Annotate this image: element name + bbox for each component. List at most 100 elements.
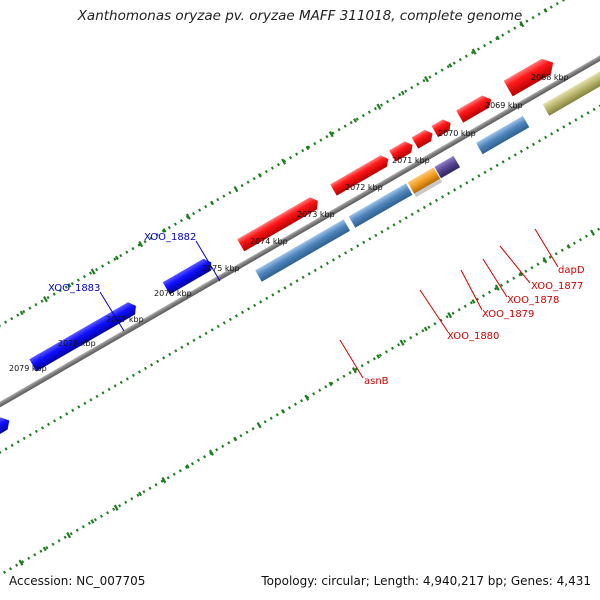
gene-arrow-asnb[interactable] xyxy=(237,195,321,252)
tick-label-2070: 2070 kbp xyxy=(438,129,476,138)
feature-grey-1879[interactable] xyxy=(414,178,443,198)
bottom-tick-mark xyxy=(256,422,262,429)
bottom-tick-mark xyxy=(161,477,167,484)
page-title: Xanthomonas oryzae pv. oryzae MAFF 31101… xyxy=(77,8,523,24)
bottom-tick-mark xyxy=(519,271,524,277)
tick-label-2072: 2072 kbp xyxy=(345,183,383,192)
genome-backbone xyxy=(0,36,600,461)
bottom-tick-mark xyxy=(209,449,214,456)
outer-tick-mark xyxy=(210,200,215,206)
gene-arrow-xoo-1873[interactable] xyxy=(456,93,494,123)
leader-xoo-1879 xyxy=(460,269,483,311)
bottom-tick-mark xyxy=(42,546,47,552)
leader-xoo-1883 xyxy=(99,291,125,332)
outer-tick-mark xyxy=(400,90,405,96)
outer-tick-mark xyxy=(328,131,334,138)
gene-leader-lines xyxy=(99,228,559,379)
leader-xoo-1878 xyxy=(482,258,508,298)
bottom-tick-mark xyxy=(233,436,238,442)
outer-tick-mark xyxy=(19,310,24,316)
gene-arrow-xoo-1880[interactable] xyxy=(330,153,391,196)
bottom-tick-mark xyxy=(90,519,95,524)
outer-tick-mark xyxy=(305,145,310,151)
outer-tick-mark xyxy=(257,173,262,178)
gene-label-xoo-1880[interactable]: XOO_1880 xyxy=(447,331,499,342)
gene-label-xoo-1878[interactable]: XOO_1878 xyxy=(507,295,559,306)
outer-tick-mark xyxy=(114,255,119,261)
outer-tick-marks xyxy=(0,8,548,330)
outer-tick-mark xyxy=(519,21,525,28)
bottom-tick-mark xyxy=(542,257,548,264)
footer-accession: Accession: NC_007705 xyxy=(9,574,146,588)
outer-tick-mark xyxy=(471,48,477,55)
gene-label-xoo-1883[interactable]: XOO_1883 xyxy=(48,283,100,294)
outer-tick-mark xyxy=(185,213,191,220)
outer-tick-mark xyxy=(376,103,382,110)
outer-tick-mark xyxy=(138,241,144,248)
bottom-tick-mark xyxy=(447,312,453,319)
tick-label-2077: 2077 kbp xyxy=(106,315,144,324)
bottom-tick-mark xyxy=(423,326,428,332)
bottom-tick-mark xyxy=(590,229,596,236)
leader-xoo-1882 xyxy=(195,240,221,282)
reverse-strand-track xyxy=(0,59,600,481)
feature-steel-asnb[interactable] xyxy=(255,219,351,282)
bottom-dotted-ring xyxy=(0,175,600,578)
footer-genome-stats: Topology: circular; Length: 4,940,217 bp… xyxy=(261,574,591,588)
tick-label-2076: 2076 kbp xyxy=(154,289,192,298)
tick-label-2079: 2079 kbp xyxy=(9,364,47,373)
outer-tick-mark xyxy=(67,283,72,288)
gene-arrow-xoo-1878[interactable] xyxy=(389,139,415,162)
outer-tick-mark xyxy=(353,118,358,123)
bottom-tick-mark xyxy=(18,559,24,566)
outer-tick-mark xyxy=(448,63,453,68)
gene-arrow-xoo-1883[interactable] xyxy=(29,300,139,372)
leader-xoo-1880 xyxy=(419,289,449,333)
gene-label-dapd[interactable]: dapD xyxy=(558,265,585,276)
leader-xoo-1877 xyxy=(499,245,531,284)
feature-steel-1880[interactable] xyxy=(348,183,413,228)
outer-tick-mark xyxy=(496,35,500,41)
bottom-tick-mark xyxy=(280,409,285,414)
bottom-tick-mark xyxy=(494,284,500,291)
outer-tick-mark xyxy=(233,186,239,193)
bottom-tick-mark xyxy=(113,504,119,511)
feature-purple-1878[interactable] xyxy=(434,155,461,179)
outer-tick-mark xyxy=(90,268,96,275)
forward-strand-track xyxy=(29,55,558,372)
gene-arrow-xoo-1872[interactable] xyxy=(503,55,558,97)
tick-label-2069: 2069 kbp xyxy=(485,101,523,110)
gene-label-asnb[interactable]: asnB xyxy=(364,376,389,387)
inner-dotted-ring xyxy=(0,83,600,486)
tick-label-2074: 2074 kbp xyxy=(250,237,288,246)
feature-steel-1877[interactable] xyxy=(476,115,530,155)
gene-label-xoo-1882[interactable]: XOO_1882 xyxy=(144,232,196,243)
tick-label-2078: 2078 kbp xyxy=(58,339,96,348)
leader-asnb xyxy=(339,339,364,379)
bottom-tick-mark xyxy=(471,299,476,304)
bottom-tick-mark xyxy=(185,464,190,469)
outer-tick-mark xyxy=(281,158,287,165)
bottom-tick-mark xyxy=(399,339,405,346)
bottom-tick-mark xyxy=(304,394,310,401)
outer-tick-mark xyxy=(543,8,548,13)
tick-label-2075: 2075 kbp xyxy=(202,264,240,273)
bottom-tick-mark xyxy=(351,367,357,374)
feature-olive[interactable] xyxy=(542,59,600,116)
tick-label-2071: 2071 kbp xyxy=(392,156,430,165)
outer-tick-mark xyxy=(162,228,167,233)
bottom-tick-mark xyxy=(328,381,333,387)
gene-label-xoo-1879[interactable]: XOO_1879 xyxy=(482,309,534,320)
gene-arrow-xoo-1877[interactable] xyxy=(411,127,436,149)
gene-arrow-xoo-1882[interactable] xyxy=(162,256,215,295)
outer-tick-mark xyxy=(424,76,429,83)
tick-label-2073: 2073 kbp xyxy=(297,210,335,219)
bottom-tick-mark xyxy=(376,354,381,359)
gene-label-xoo-1877[interactable]: XOO_1877 xyxy=(531,281,583,292)
gene-arrow-dapd[interactable] xyxy=(431,117,454,138)
leader-dapd xyxy=(534,228,559,268)
bottom-tick-marks xyxy=(18,229,596,566)
tick-label-2068: 2068 kbp xyxy=(531,73,569,82)
feature-orange-1879[interactable] xyxy=(407,167,441,194)
